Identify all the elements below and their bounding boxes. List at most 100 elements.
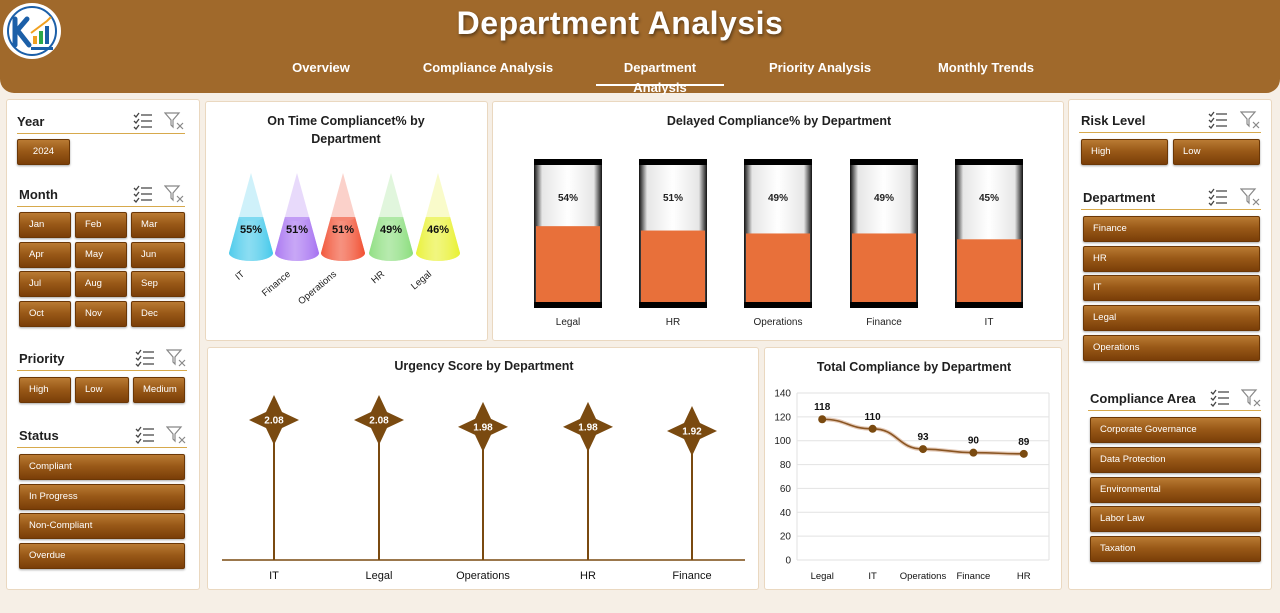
tab-monthly-trends[interactable]: Monthly Trends	[937, 60, 1035, 75]
slicer-department-operations[interactable]: Operations	[1083, 335, 1260, 361]
data-label: 49%	[874, 193, 894, 204]
multi-select-icon[interactable]	[1208, 111, 1228, 129]
slicer-month-apr[interactable]: Apr	[19, 242, 71, 268]
data-point	[969, 448, 978, 457]
data-label: 49%	[380, 224, 402, 236]
data-point	[818, 415, 827, 424]
clear-filter-icon[interactable]	[166, 349, 186, 367]
bar	[641, 230, 705, 305]
multi-select-icon[interactable]	[135, 349, 155, 367]
slicer-month-jan[interactable]: Jan	[19, 212, 71, 238]
slicer-month-mar[interactable]: Mar	[131, 212, 185, 238]
data-label: 1.98	[578, 422, 598, 433]
slicer-status-in-progress[interactable]: In Progress	[19, 484, 185, 510]
category-label: Operations	[754, 317, 803, 328]
slicer-month-dec[interactable]: Dec	[131, 301, 185, 327]
cone-bar-fill	[229, 217, 273, 261]
bar	[957, 239, 1021, 305]
slicer-status-overdue[interactable]: Overdue	[19, 543, 185, 569]
tab-priority-analysis[interactable]: Priority Analysis	[768, 60, 872, 75]
data-label: 1.92	[682, 427, 702, 438]
clear-filter-icon[interactable]	[164, 112, 184, 130]
divider	[1088, 410, 1261, 411]
compliance-area-slicer-title: Compliance Area	[1090, 391, 1196, 406]
slicer-area-labor-law[interactable]: Labor Law	[1090, 506, 1261, 532]
cylinder-cap	[744, 159, 812, 165]
slicer-status-compliant[interactable]: Compliant	[19, 454, 185, 480]
y-tick-label: 40	[780, 508, 792, 519]
slicer-month-aug[interactable]: Aug	[75, 271, 127, 297]
bar	[536, 226, 600, 305]
multi-select-icon[interactable]	[133, 185, 153, 203]
y-tick-label: 80	[780, 460, 792, 471]
slicer-year-2024[interactable]: 2024	[17, 139, 70, 165]
slicer-month-jul[interactable]: Jul	[19, 271, 71, 297]
slicer-month-oct[interactable]: Oct	[19, 301, 71, 327]
multi-select-icon[interactable]	[1210, 389, 1230, 407]
chart-title: Urgency Score by Department	[394, 359, 574, 373]
clear-filter-icon[interactable]	[1240, 111, 1260, 129]
data-label: 89	[1018, 437, 1030, 448]
data-label: 45%	[979, 193, 999, 204]
slicer-month-jun[interactable]: Jun	[131, 242, 185, 268]
risk-level-slicer-title: Risk Level	[1081, 113, 1146, 128]
slicer-month-sep[interactable]: Sep	[131, 271, 185, 297]
slicer-department-legal[interactable]: Legal	[1083, 305, 1260, 331]
divider	[1079, 132, 1261, 133]
nav-tabs: Overview Compliance Analysis Department …	[0, 58, 1280, 95]
tab-department-analysis[interactable]: Department Analysis	[596, 58, 724, 95]
tab-compliance-analysis[interactable]: Compliance Analysis	[422, 60, 554, 75]
slicer-department-hr[interactable]: HR	[1083, 246, 1260, 272]
category-label: Legal	[366, 570, 393, 582]
right-slicer-panel: Risk Level High Low Department Finance H…	[1068, 99, 1272, 590]
y-tick-label: 100	[774, 436, 791, 447]
slicer-area-environmental[interactable]: Environmental	[1090, 477, 1261, 503]
star-marker	[563, 401, 613, 452]
data-label: 2.08	[264, 416, 284, 427]
cylinder-base	[850, 302, 918, 308]
star-marker	[667, 406, 717, 456]
cone-bar-fill	[369, 217, 413, 261]
status-slicer-title: Status	[19, 428, 59, 443]
multi-select-icon[interactable]	[1208, 188, 1228, 206]
chart-title: Total Compliance by Department	[816, 360, 1012, 374]
bar	[746, 233, 810, 305]
slicer-department-it[interactable]: IT	[1083, 275, 1260, 301]
clear-filter-icon[interactable]	[1240, 188, 1260, 206]
multi-select-icon[interactable]	[133, 112, 153, 130]
slicer-priority-low[interactable]: Low	[75, 377, 129, 403]
slicer-area-data-protection[interactable]: Data Protection	[1090, 447, 1261, 473]
slicer-risk-high[interactable]: High	[1081, 139, 1168, 165]
cylinder-cap	[534, 159, 602, 165]
slicer-priority-high[interactable]: High	[19, 377, 71, 403]
priority-slicer-title: Priority	[19, 351, 65, 366]
slicer-department-finance[interactable]: Finance	[1083, 216, 1260, 242]
month-slicer-title: Month	[19, 187, 58, 202]
slicer-month-may[interactable]: May	[75, 242, 127, 268]
data-label: 49%	[768, 193, 788, 204]
y-tick-label: 20	[780, 532, 792, 543]
clear-filter-icon[interactable]	[164, 185, 184, 203]
slicer-month-feb[interactable]: Feb	[75, 212, 127, 238]
clear-filter-icon[interactable]	[166, 426, 186, 444]
urgency-score-chart-panel: Urgency Score by Department 2.08 IT 2.08 Le…	[207, 347, 759, 590]
category-label: IT	[269, 570, 279, 582]
divider	[17, 133, 185, 134]
category-label: IT	[985, 317, 994, 328]
cone-bar-fill	[275, 217, 319, 261]
data-label: 46%	[427, 224, 449, 236]
category-label: Finance	[866, 317, 902, 328]
cylinder-base	[744, 302, 812, 308]
bar	[852, 233, 916, 305]
tab-overview[interactable]: Overview	[292, 60, 350, 75]
slicer-area-taxation[interactable]: Taxation	[1090, 536, 1261, 562]
clear-filter-icon[interactable]	[1241, 389, 1261, 407]
slicer-risk-low[interactable]: Low	[1173, 139, 1260, 165]
multi-select-icon[interactable]	[135, 426, 155, 444]
slicer-month-nov[interactable]: Nov	[75, 301, 127, 327]
slicer-area-corporate-governance[interactable]: Corporate Governance	[1090, 417, 1261, 443]
slicer-priority-medium[interactable]: Medium	[133, 377, 185, 403]
delayed-compliance-chart: 54% Legal 51% HR 49% Operations 49% Finance 45% I…	[534, 159, 1023, 328]
slicer-status-non-compliant[interactable]: Non-Compliant	[19, 513, 185, 539]
category-label: HR	[369, 269, 387, 286]
